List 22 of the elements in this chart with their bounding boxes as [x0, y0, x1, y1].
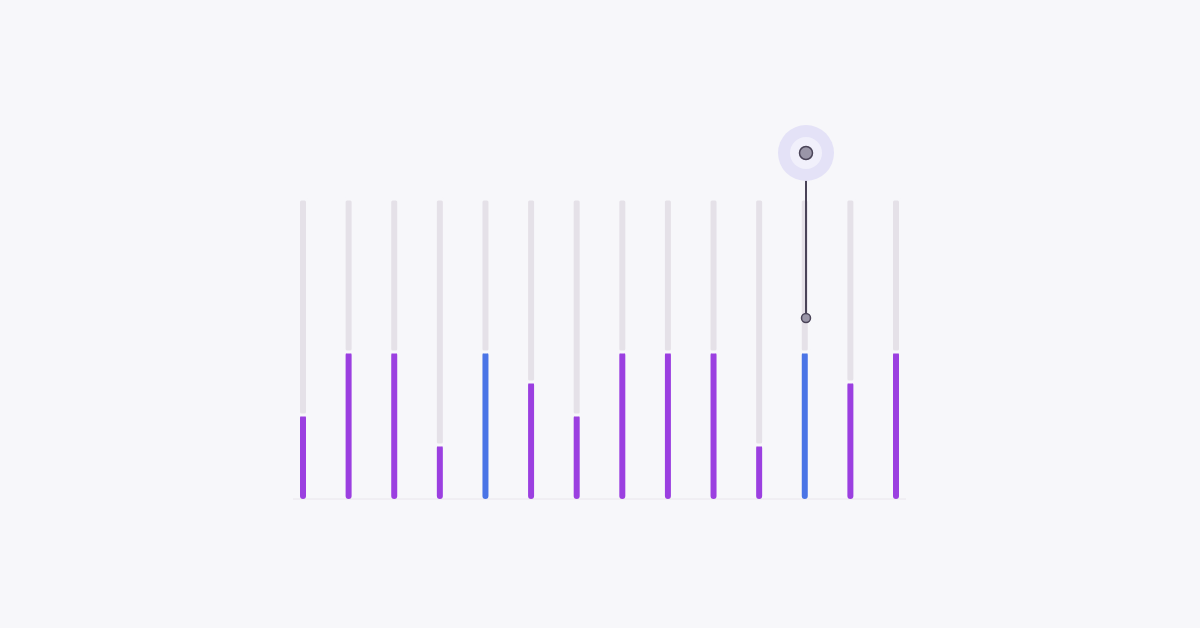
bar [297, 197, 309, 417]
bar [528, 382, 535, 499]
bar [616, 197, 629, 354]
bar [573, 415, 580, 499]
bar [300, 415, 306, 499]
bar [707, 197, 720, 354]
bar [391, 352, 398, 499]
bar [893, 352, 899, 499]
bar [345, 352, 352, 499]
bar [342, 197, 355, 354]
bar [619, 352, 626, 499]
bar [436, 445, 443, 499]
bar [482, 352, 489, 499]
bar [844, 197, 857, 384]
bar [570, 197, 583, 417]
bar [801, 352, 808, 499]
bar [847, 382, 854, 499]
bar [890, 197, 902, 354]
bar [710, 352, 717, 499]
bar [664, 352, 671, 499]
bar [756, 445, 763, 499]
bar [479, 197, 492, 354]
